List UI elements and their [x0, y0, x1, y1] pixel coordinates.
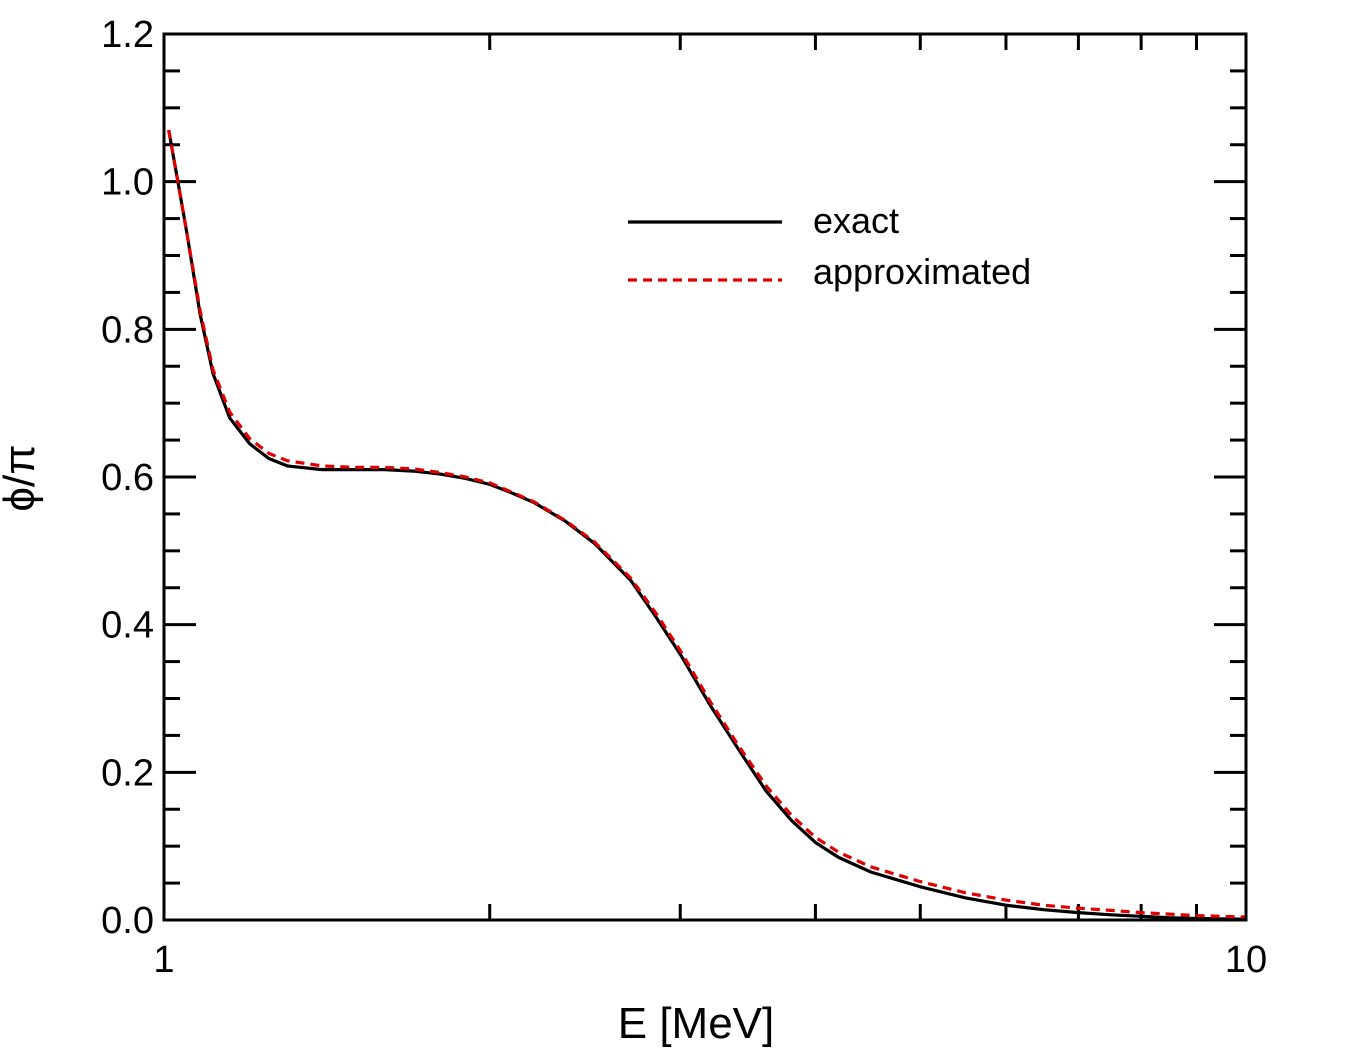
y-axis-title: ϕ/π	[0, 444, 44, 511]
plot-frame	[162, 32, 1248, 922]
x-major-ticks	[162, 34, 1248, 920]
legend-label-approximated: approximated	[813, 251, 1031, 292]
y-tick-labels: 0.0 0.2 0.4 0.6 0.8 1.0 1.2	[101, 14, 154, 942]
x-tick-labels: 1 10	[153, 939, 1267, 981]
legend: exact approximated	[628, 200, 1031, 292]
y-minor-ticks	[164, 69, 1246, 885]
series-line-exact	[167, 129, 1247, 921]
x-axis-title: E [MeV]	[618, 999, 775, 1048]
y-tick-label: 0.6	[101, 457, 154, 499]
y-tick-label: 1.2	[101, 14, 154, 56]
legend-label-exact: exact	[813, 200, 899, 241]
y-major-ticks	[164, 32, 1246, 922]
x-minor-ticks	[488, 34, 1198, 920]
x-tick-label: 1	[153, 939, 174, 981]
y-tick-label: 1.0	[101, 162, 154, 204]
y-tick-label: 0.2	[101, 752, 154, 794]
y-tick-label: 0.4	[101, 605, 154, 647]
y-tick-label: 0.0	[101, 900, 154, 942]
series-line-approximated	[167, 129, 1247, 919]
y-tick-label: 0.8	[101, 309, 154, 351]
x-tick-label: 10	[1225, 939, 1267, 981]
series-layer	[167, 129, 1247, 921]
